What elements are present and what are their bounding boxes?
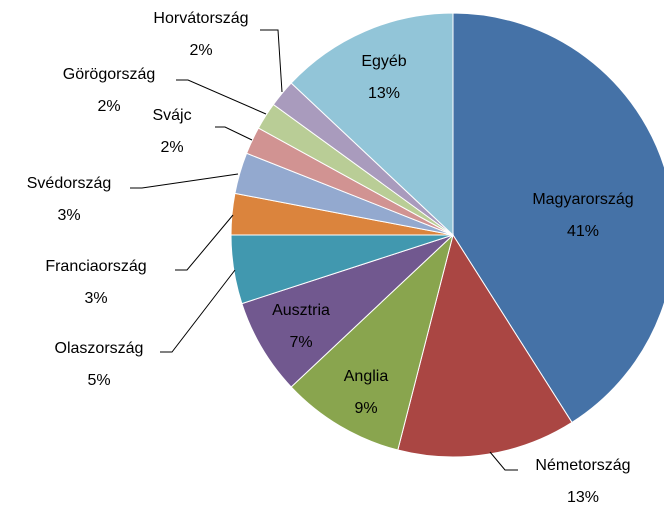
slice-value-label: 13% — [567, 489, 599, 506]
slice-value-label: 2% — [189, 42, 212, 59]
slice-label: Franciaország — [45, 258, 146, 275]
leader-line — [489, 451, 518, 471]
leader-line — [160, 269, 236, 353]
slice-value-label: 7% — [289, 334, 312, 351]
slice-value-label: 3% — [84, 290, 107, 307]
slice-label: Svédország — [27, 175, 112, 192]
slice-label: Olaszország — [55, 340, 144, 357]
slice-label: Magyarország — [532, 191, 633, 208]
pie-slice — [290, 12, 454, 237]
slice-value-label: 2% — [160, 139, 183, 156]
pie-slice — [452, 12, 664, 424]
slice-label: Egyéb — [361, 53, 406, 70]
slice-label: Görögország — [63, 66, 156, 83]
slice-label: Németország — [535, 457, 630, 474]
slice-value-label: 2% — [97, 98, 120, 115]
leader-line — [260, 29, 283, 93]
leader-line — [175, 214, 234, 271]
slice-value-label: 5% — [87, 372, 110, 389]
leader-line — [176, 79, 267, 115]
slice-value-label: 9% — [354, 400, 377, 417]
slice-value-label: 13% — [368, 85, 400, 102]
pie-slice — [397, 233, 573, 458]
slice-value-label: 41% — [567, 223, 599, 240]
slice-label: Svájc — [152, 107, 191, 124]
pie-slice — [290, 233, 454, 451]
slice-value-label: 3% — [57, 207, 80, 224]
leader-line — [215, 126, 253, 141]
slice-label: Ausztria — [272, 302, 330, 319]
slice-label: Anglia — [344, 368, 389, 385]
slice-label: Horvátország — [153, 10, 248, 27]
leader-line — [130, 173, 239, 189]
